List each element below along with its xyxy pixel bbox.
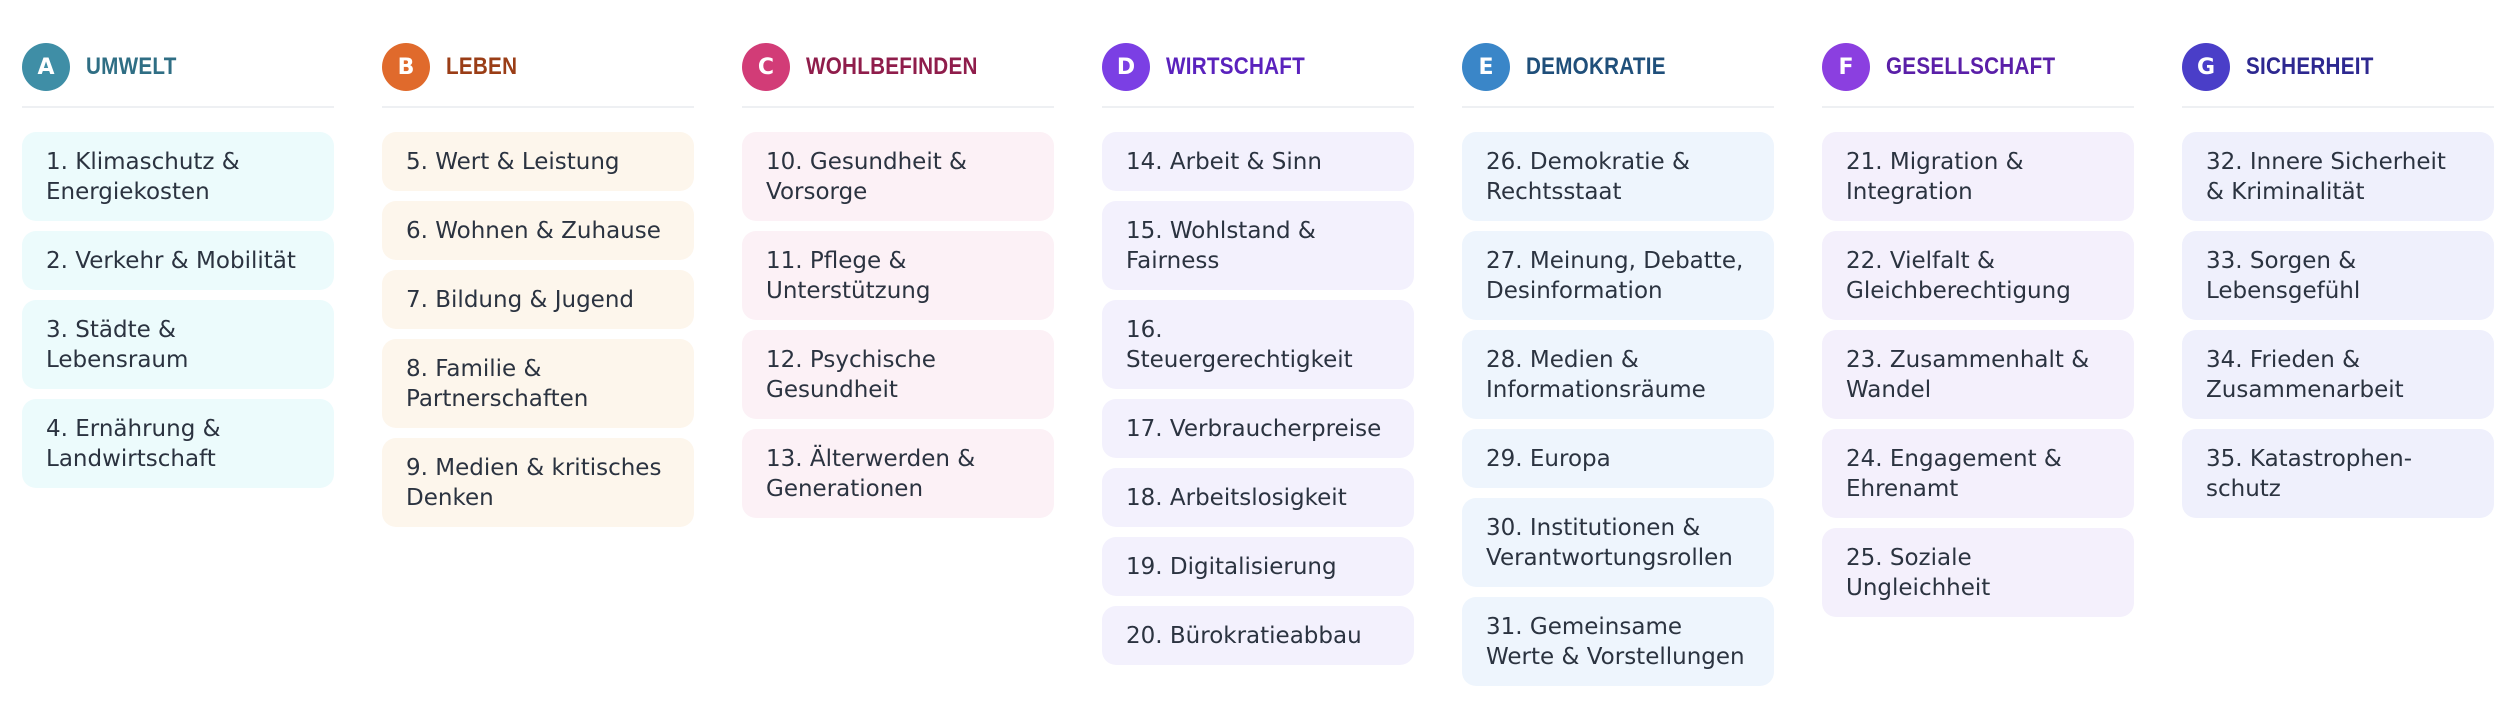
category-title: LEBEN (446, 53, 518, 80)
category-divider (1102, 106, 1414, 108)
category-divider (1822, 106, 2134, 108)
topic-item-20-buerokratieabbau[interactable]: 20. Bürokratieabbau (1102, 606, 1414, 665)
category-title: GESELLSCHAFT (1886, 53, 2056, 80)
topic-item-19-digitalisierung[interactable]: 19. Digitalisierung (1102, 537, 1414, 596)
topic-list: 21. Migration & Integration 22. Vielfalt … (1822, 132, 2134, 617)
topic-item-10-gesundheit-vorsorge[interactable]: 10. Gesundheit & Vorsorge (742, 132, 1054, 221)
category-title: WOHLBEFINDEN (806, 53, 978, 80)
topic-board: A UMWELT 1. Klimaschutz & Energiekosten 2. … (22, 43, 2494, 686)
topic-item-23-zusammenhalt-wandel[interactable]: 23. Zusammenhalt & Wandel (1822, 330, 2134, 419)
topic-list: 32. Innere Sicherheit & Kriminalität 33. … (2182, 132, 2494, 518)
topic-list: 1. Klimaschutz & Energiekosten 2. Verkehr… (22, 132, 334, 488)
category-divider (1462, 106, 1774, 108)
topic-item-31-gemeinsame-werte-vorstellungen[interactable]: 31. Gemeinsame Werte & Vorstellungen (1462, 597, 1774, 686)
topic-item-32-innere-sicherheit-kriminalitaet[interactable]: 32. Innere Sicherheit & Kriminalität (2182, 132, 2494, 221)
topic-item-26-demokratie-rechtsstaat[interactable]: 26. Demokratie & Rechtsstaat (1462, 132, 1774, 221)
category-letter-badge: C (742, 43, 790, 91)
category-divider (2182, 106, 2494, 108)
category-title: UMWELT (86, 53, 177, 80)
topic-item-2-verkehr-mobilitaet[interactable]: 2. Verkehr & Mobilität (22, 231, 334, 290)
topic-list: 26. Demokratie & Rechtsstaat 27. Meinung,… (1462, 132, 1774, 686)
category-header: A UMWELT (22, 43, 334, 92)
topic-item-9-medien-kritisches-denken[interactable]: 9. Medien & kritisches Denken (382, 438, 694, 527)
topic-item-30-institutionen-verantwortungsrollen[interactable]: 30. Institutionen & Verantwortungsrollen (1462, 498, 1774, 587)
category-title: DEMOKRATIE (1526, 53, 1666, 80)
category-header: E DEMOKRATIE (1462, 43, 1774, 92)
category-letter-badge: B (382, 43, 430, 91)
topic-item-35-katastrophen-schutz[interactable]: 35. Katastrophen-schutz (2182, 429, 2494, 518)
category-column-leben: B LEBEN 5. Wert & Leistung 6. Wohnen & Zuha… (382, 43, 694, 686)
topic-item-3-staedte-lebensraum[interactable]: 3. Städte & Lebensraum (22, 300, 334, 389)
category-header: G SICHERHEIT (2182, 43, 2494, 92)
category-letter-badge: E (1462, 43, 1510, 91)
category-column-umwelt: A UMWELT 1. Klimaschutz & Energiekosten 2. … (22, 43, 334, 686)
category-column-gesellschaft: F GESELLSCHAFT 21. Migration & Integration… (1822, 43, 2134, 686)
topic-item-7-bildung-jugend[interactable]: 7. Bildung & Jugend (382, 270, 694, 329)
category-header: C WOHLBEFINDEN (742, 43, 1054, 92)
topic-item-16-steuergerechtigkeit[interactable]: 16. Steuergerechtigkeit (1102, 300, 1414, 389)
topic-item-27-meinung-debatte-desinformation[interactable]: 27. Meinung, Debatte, Desinformation (1462, 231, 1774, 320)
category-column-demokratie: E DEMOKRATIE 26. Demokratie & Rechtsstaat 2… (1462, 43, 1774, 686)
category-letter-badge: D (1102, 43, 1150, 91)
topic-item-6-wohnen-zuhause[interactable]: 6. Wohnen & Zuhause (382, 201, 694, 260)
topic-item-29-europa[interactable]: 29. Europa (1462, 429, 1774, 488)
category-column-wohlbefinden: C WOHLBEFINDEN 10. Gesundheit & Vorsorge 11… (742, 43, 1054, 686)
topic-list: 10. Gesundheit & Vorsorge 11. Pflege & Un… (742, 132, 1054, 518)
topic-item-12-psychische-gesundheit[interactable]: 12. Psychische Gesundheit (742, 330, 1054, 419)
category-divider (22, 106, 334, 108)
topic-item-22-vielfalt-gleichberechtigung[interactable]: 22. Vielfalt & Gleichberechtigung (1822, 231, 2134, 320)
topic-item-34-frieden-zusammenarbeit[interactable]: 34. Frieden & Zusammenarbeit (2182, 330, 2494, 419)
topic-item-15-wohlstand-fairness[interactable]: 15. Wohlstand & Fairness (1102, 201, 1414, 290)
topic-item-28-medien-informationsraeume[interactable]: 28. Medien & Informationsräume (1462, 330, 1774, 419)
topic-item-18-arbeitslosigkeit[interactable]: 18. Arbeitslosigkeit (1102, 468, 1414, 527)
topic-item-11-pflege-unterstuetzung[interactable]: 11. Pflege & Unterstützung (742, 231, 1054, 320)
category-letter-badge: F (1822, 43, 1870, 91)
category-letter-badge: G (2182, 43, 2230, 91)
category-title: WIRTSCHAFT (1166, 53, 1306, 80)
category-column-wirtschaft: D WIRTSCHAFT 14. Arbeit & Sinn 15. Wohlstan… (1102, 43, 1414, 686)
topic-item-25-soziale-ungleichheit[interactable]: 25. Soziale Ungleichheit (1822, 528, 2134, 617)
topic-item-8-familie-partnerschaften[interactable]: 8. Familie & Partnerschaften (382, 339, 694, 428)
topic-list: 14. Arbeit & Sinn 15. Wohlstand & Fairnes… (1102, 132, 1414, 665)
category-header: B LEBEN (382, 43, 694, 92)
topic-item-13-aelterwerden-generationen[interactable]: 13. Älterwerden & Generationen (742, 429, 1054, 518)
topic-item-17-verbraucherpreise[interactable]: 17. Verbraucherpreise (1102, 399, 1414, 458)
category-letter-badge: A (22, 43, 70, 91)
topic-item-4-ernaehrung-landwirtschaft[interactable]: 4. Ernährung & Landwirtschaft (22, 399, 334, 488)
category-header: F GESELLSCHAFT (1822, 43, 2134, 92)
category-title: SICHERHEIT (2246, 53, 2374, 80)
category-column-sicherheit: G SICHERHEIT 32. Innere Sicherheit & Krimi… (2182, 43, 2494, 686)
category-divider (382, 106, 694, 108)
topic-item-1-klimaschutz-energiekosten[interactable]: 1. Klimaschutz & Energiekosten (22, 132, 334, 221)
topic-item-5-wert-leistung[interactable]: 5. Wert & Leistung (382, 132, 694, 191)
topic-item-14-arbeit-sinn[interactable]: 14. Arbeit & Sinn (1102, 132, 1414, 191)
topic-item-21-migration-integration[interactable]: 21. Migration & Integration (1822, 132, 2134, 221)
category-header: D WIRTSCHAFT (1102, 43, 1414, 92)
topic-list: 5. Wert & Leistung 6. Wohnen & Zuhause 7. … (382, 132, 694, 527)
topic-item-33-sorgen-lebensgefuehl[interactable]: 33. Sorgen & Lebensgefühl (2182, 231, 2494, 320)
topic-item-24-engagement-ehrenamt[interactable]: 24. Engagement & Ehrenamt (1822, 429, 2134, 518)
category-divider (742, 106, 1054, 108)
